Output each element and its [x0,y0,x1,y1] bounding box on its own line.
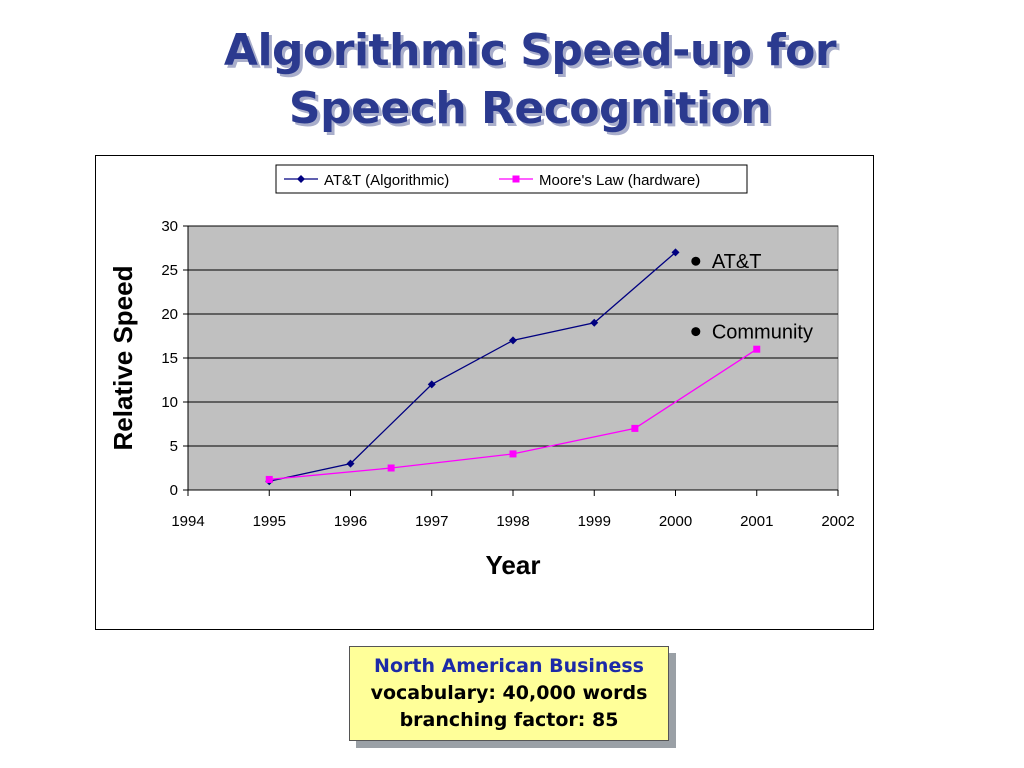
slide-title-line-1: Algorithmic Speed-up for [223,25,837,76]
slide-title: Algorithmic Speed-up for Speech Recognit… [150,22,910,138]
legend-marker [512,175,520,183]
y-tick-label: 30 [161,218,178,235]
y-tick-label: 0 [170,482,178,499]
x-tick-label: 2000 [659,513,692,530]
data-point-moore [265,475,273,483]
annotation-label: Community [712,322,813,344]
data-point-moore [387,464,395,472]
x-tick-label: 1998 [496,513,529,530]
annotation-bullet [691,256,701,266]
data-point-moore [631,424,639,432]
y-tick-label: 5 [170,438,178,455]
data-point-att [671,248,680,257]
legend-entry-2: Moore's Law (hardware) [539,172,700,189]
data-point-att [346,459,355,468]
line-chart: 0 5 10 15 20 25 30 1994 1995 1996 1997 1998 1999 2000… [108,164,855,580]
legend-marker [297,175,305,183]
annotation-label: AT&T [712,251,762,273]
legend-entry-1: AT&T (Algorithmic) [324,172,449,189]
x-tick-label: 2002 [821,513,854,530]
annotation-bullet [691,327,701,337]
data-point-att [509,336,517,345]
chart-frame: 0 5 10 15 20 25 30 1994 1995 1996 1997 1998 1999 2000… [95,155,874,630]
info-box-branching-factor: branching factor: 85 [399,709,619,731]
data-point-att [427,380,436,389]
x-tick-label: 1999 [578,513,611,530]
x-axis-title: Year [486,550,541,580]
y-tick-label: 20 [161,306,178,323]
info-box-vocabulary: vocabulary: 40,000 words [370,682,648,704]
x-tick-label: 1994 [171,513,204,530]
info-box: North American Business vocabulary: 40,0… [349,646,669,741]
y-axis-title: Relative Speed [108,266,138,451]
data-point-att [590,318,599,327]
info-box-heading: North American Business [374,655,644,677]
x-tick-label: 1995 [253,513,286,530]
data-point-moore [753,345,761,353]
y-tick-label: 25 [161,262,178,279]
slide-title-line-2: Speech Recognition [288,83,772,134]
x-tick-label: 2001 [740,513,773,530]
x-tick-label: 1996 [334,513,367,530]
x-tick-label: 1997 [415,513,448,530]
y-tick-label: 15 [161,350,178,367]
series-line-1 [269,251,676,482]
data-point-moore [509,450,517,458]
y-tick-label: 10 [161,394,178,411]
